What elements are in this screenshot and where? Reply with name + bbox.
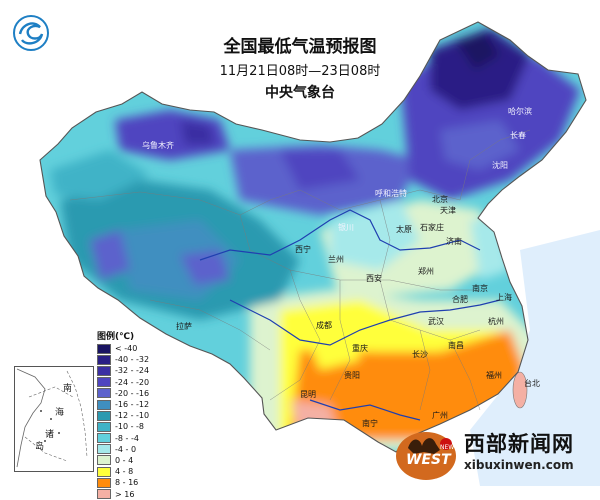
legend-swatch <box>97 343 111 354</box>
legend-label: -12 - -10 <box>115 411 150 421</box>
sea-area <box>470 230 600 486</box>
inset-label-dao: 岛 <box>35 442 45 452</box>
city-label-xian: 西安 <box>366 274 382 283</box>
legend-swatch <box>97 466 111 477</box>
legend-title: 图例(℃) <box>97 332 135 342</box>
taiwan-island <box>512 371 528 409</box>
city-label-jinan: 济南 <box>446 237 462 246</box>
city-label-yinchuan: 银川 <box>338 223 354 232</box>
inset-map <box>16 368 88 468</box>
map-title: 全国最低气温预报图 <box>223 37 377 57</box>
legend-label: 8 - 16 <box>115 478 139 488</box>
temperature-legend: 图例(℃) < -40 -40 - -32 -32 - -24 -24 - -20 -2… <box>97 329 157 500</box>
legend-label: -32 - -24 <box>115 366 150 376</box>
city-label-tianjin: 天津 <box>440 206 456 215</box>
city-label-hohhot: 呼和浩特 <box>375 189 407 198</box>
city-label-lhasa: 拉萨 <box>176 322 192 331</box>
city-label-hangzhou: 杭州 <box>488 317 504 326</box>
city-label-zhengzhou: 郑州 <box>418 267 434 276</box>
legend-label: -10 - -8 <box>115 422 145 432</box>
legend-swatch <box>97 489 111 500</box>
legend-rows: < -40 -40 - -32 -32 - -24 -24 - -20 -20 - -1… <box>97 343 157 500</box>
city-label-nanning: 南宁 <box>362 419 378 428</box>
watermark-site-url: xibuxinwen.com <box>464 458 574 472</box>
city-label-hefei: 合肥 <box>452 295 468 304</box>
legend-label: 0 - 4 <box>115 455 134 465</box>
legend-swatch <box>97 354 111 365</box>
legend-entry: > 16 <box>97 488 157 500</box>
cma-swirl-logo-icon <box>13 15 49 51</box>
city-label-taipei: 台北 <box>524 379 540 388</box>
legend-entry: -8 - -4 <box>97 433 157 444</box>
issuing-agency: 中央气象台 <box>265 85 335 101</box>
legend-entry: -20 - -16 <box>97 388 157 399</box>
city-label-shanghai: 上海 <box>496 293 512 302</box>
legend-swatch <box>97 433 111 444</box>
china-temperature-map <box>39 21 600 486</box>
legend-entry: -40 - -32 <box>97 354 157 365</box>
rivers <box>199 209 501 421</box>
legend-swatch <box>97 444 111 455</box>
legend-entry: -10 - -8 <box>97 421 157 432</box>
legend-swatch <box>97 421 111 432</box>
legend-entry: -24 - -20 <box>97 377 157 388</box>
city-label-guangzhou: 广州 <box>432 411 448 420</box>
badge-word: WEST <box>406 452 451 468</box>
legend-swatch <box>97 455 111 466</box>
city-label-taiyuan: 太原 <box>396 225 412 234</box>
legend-label: -20 - -16 <box>115 388 150 398</box>
legend-entry: -12 - -10 <box>97 410 157 421</box>
legend-label: -16 - -12 <box>115 400 150 410</box>
legend-label: < -40 <box>115 344 138 354</box>
inset-label-zhu: 诸 <box>45 430 55 440</box>
forecast-period: 11月21日08时—23日08时 <box>219 64 381 79</box>
legend-label: > 16 <box>115 489 135 499</box>
city-label-chengdu: 成都 <box>316 321 332 330</box>
watermark-site-name: 西部新闻网 <box>464 432 574 456</box>
city-label-wuhan: 武汉 <box>428 317 444 326</box>
badge-small-word: NEWS <box>440 444 459 451</box>
legend-entry: < -40 <box>97 343 157 354</box>
city-label-lanzhou: 兰州 <box>328 255 344 264</box>
west-news-badge-icon <box>396 432 456 480</box>
city-label-harbin: 哈尔滨 <box>508 107 532 116</box>
legend-entry: -16 - -12 <box>97 399 157 410</box>
legend-entry: 4 - 8 <box>97 466 157 477</box>
legend-label: -40 - -32 <box>115 355 150 365</box>
legend-swatch <box>97 365 111 376</box>
city-label-guiyang: 贵阳 <box>344 371 360 380</box>
legend-entry: 0 - 4 <box>97 455 157 466</box>
city-label-nanchang: 南昌 <box>448 341 464 350</box>
national-border <box>39 21 587 453</box>
legend-label: 4 - 8 <box>115 467 134 477</box>
province-boundaries <box>69 129 531 411</box>
city-label-kunming: 昆明 <box>300 390 316 399</box>
inset-label-hai: 海 <box>55 408 65 418</box>
legend-swatch <box>97 399 111 410</box>
city-label-xining: 西宁 <box>295 245 311 254</box>
city-label-shijiazhuang: 石家庄 <box>420 223 444 232</box>
south-china-sea-inset: 南 海 诸 岛 <box>14 366 94 472</box>
forecast-map-figure: 全国最低气温预报图 11月21日08时—23日08时 中央气象台 乌鲁木齐 哈尔… <box>13 15 600 500</box>
city-label-beijing: 北京 <box>432 195 448 204</box>
city-label-shenyang: 沈阳 <box>492 161 508 170</box>
city-label-fuzhou: 福州 <box>486 371 502 380</box>
legend-entry: -4 - 0 <box>97 444 157 455</box>
legend-label: -24 - -20 <box>115 377 150 387</box>
city-label-urumqi: 乌鲁木齐 <box>142 141 174 150</box>
city-label-changsha: 长沙 <box>412 350 428 359</box>
city-label-changchun: 长春 <box>510 131 526 140</box>
west-news-watermark: WEST NEWS 西部新闻网 xibuxinwen.com <box>394 424 598 482</box>
legend-entry: 8 - 16 <box>97 477 157 488</box>
city-label-nanjing: 南京 <box>472 284 488 293</box>
legend-swatch <box>97 388 111 399</box>
city-label-chongqing: 重庆 <box>352 344 368 353</box>
inset-label-nan: 南 <box>63 384 73 394</box>
legend-label: -4 - 0 <box>115 444 137 454</box>
legend-label: -8 - -4 <box>115 433 139 443</box>
legend-swatch <box>97 477 111 488</box>
legend-swatch <box>97 410 111 421</box>
legend-entry: -32 - -24 <box>97 365 157 376</box>
legend-swatch <box>97 377 111 388</box>
